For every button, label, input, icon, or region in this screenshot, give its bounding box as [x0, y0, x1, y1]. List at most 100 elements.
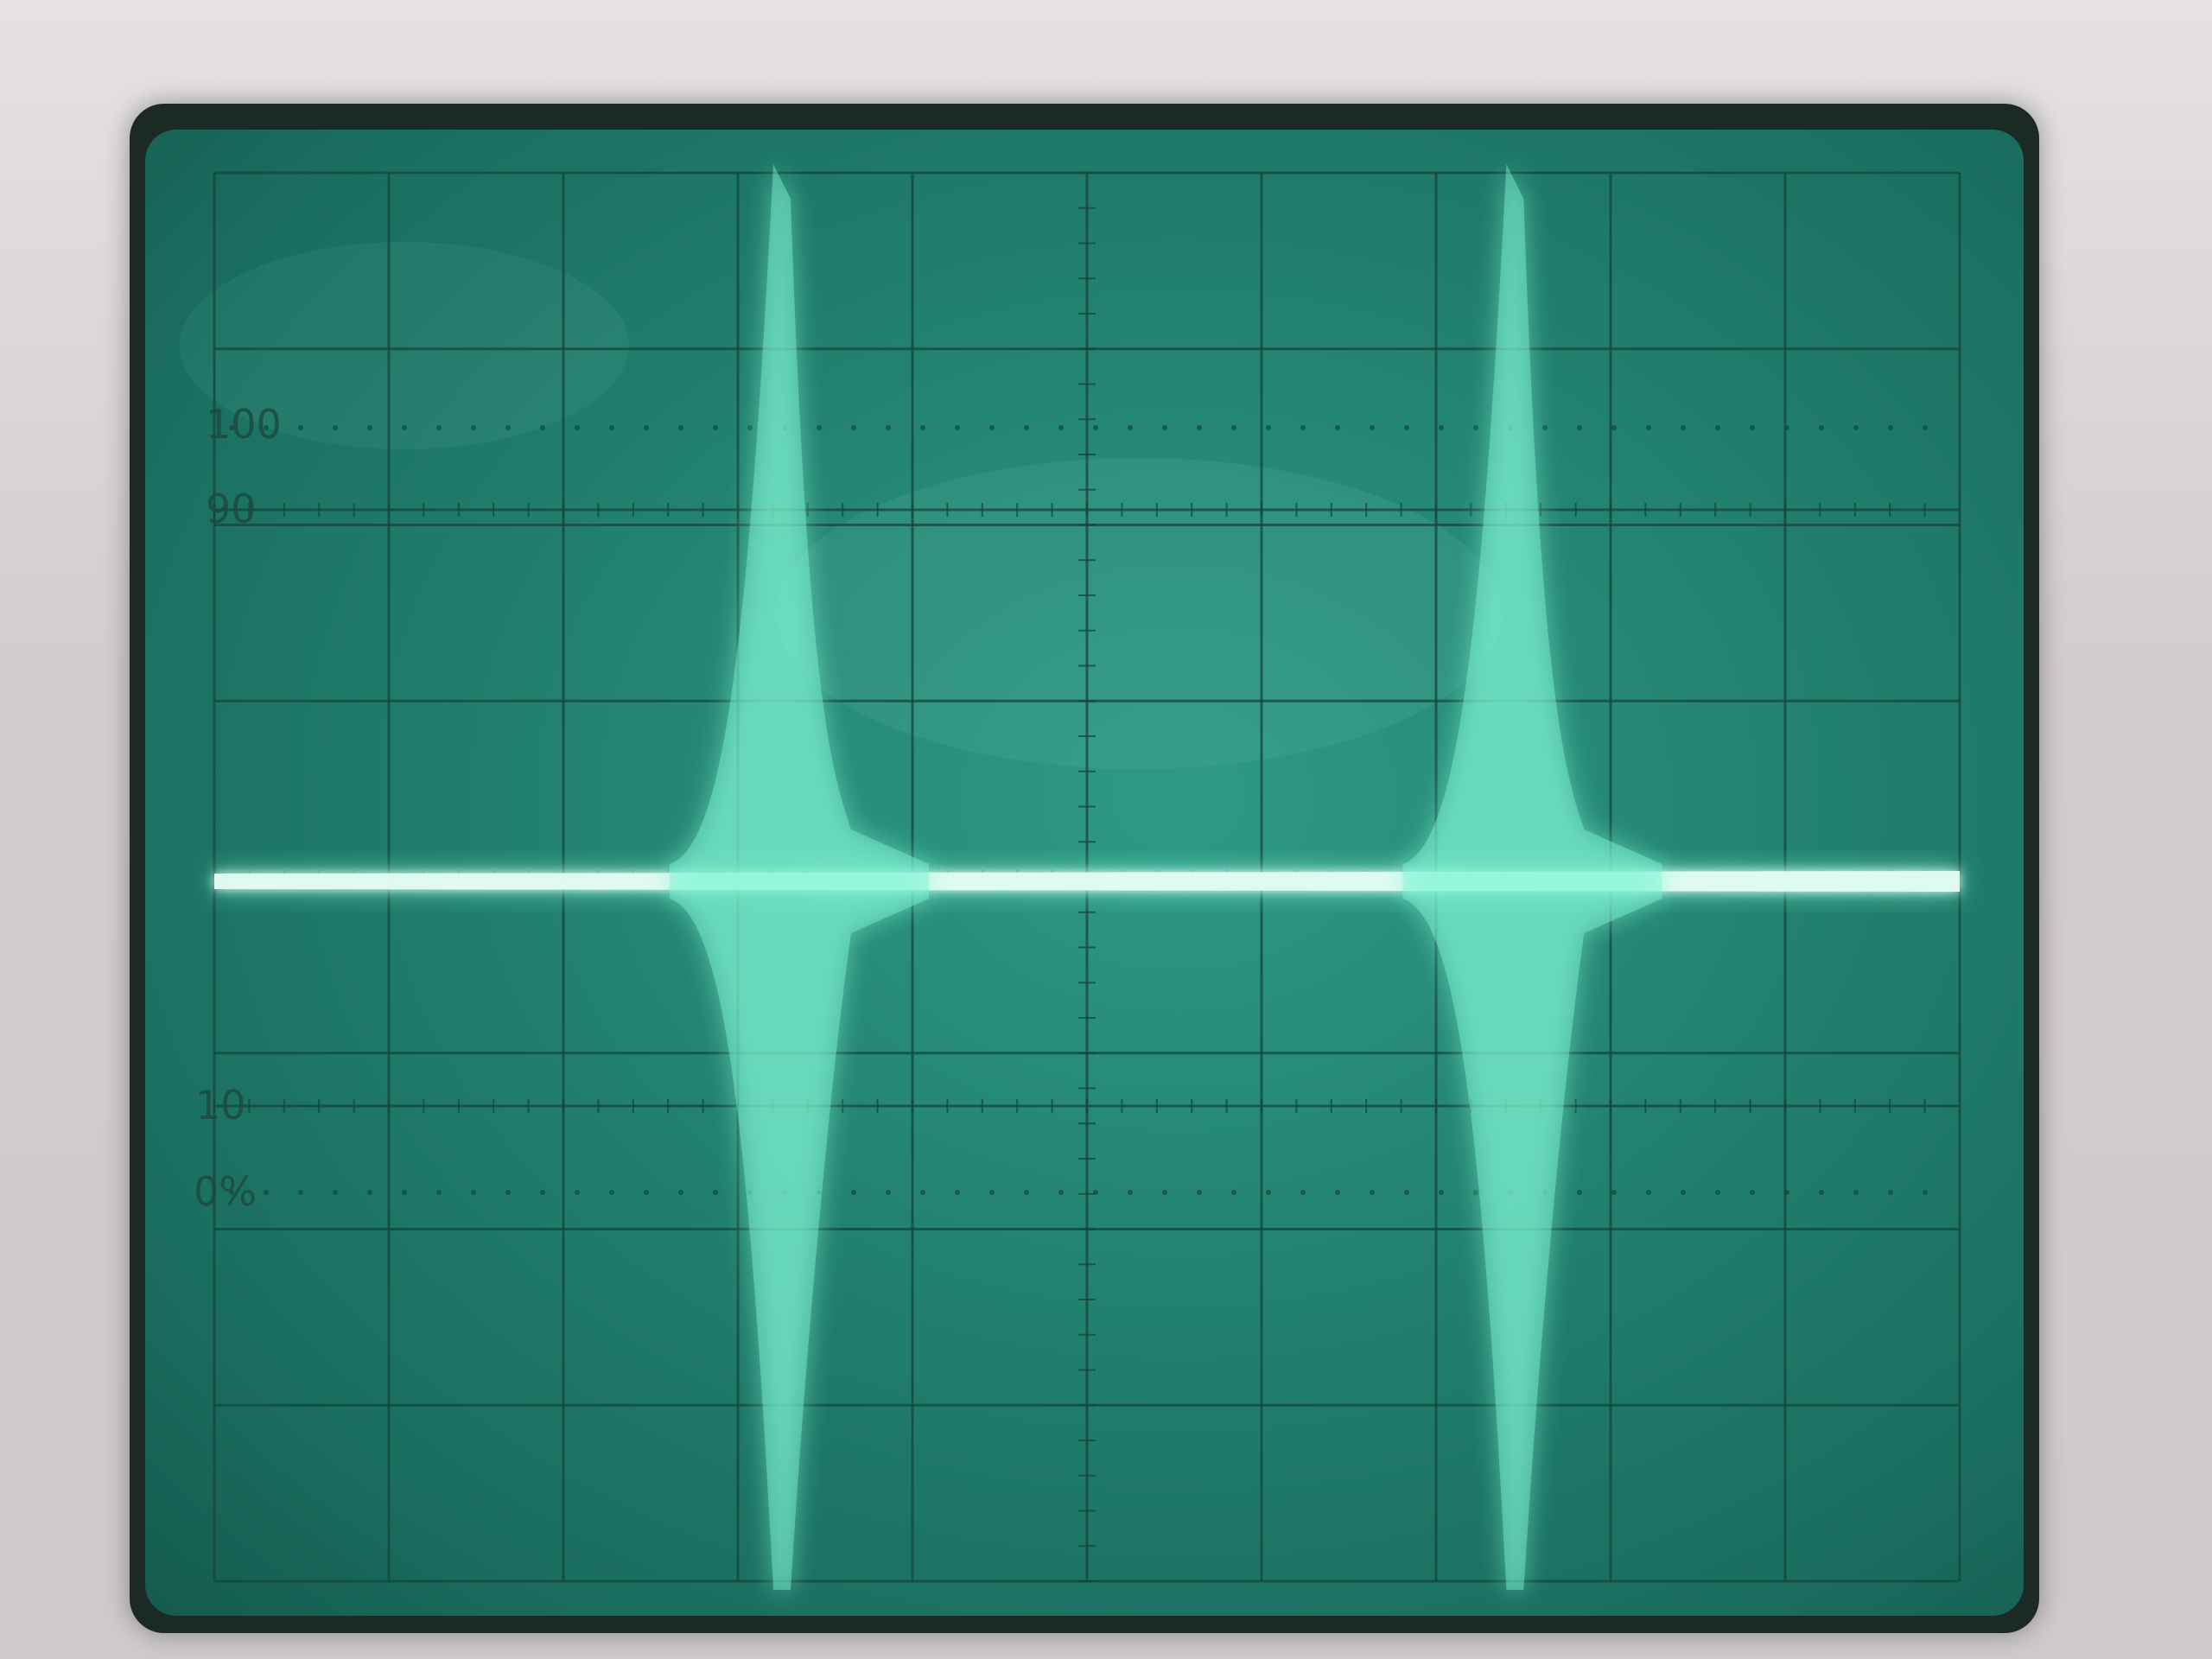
dotted-marker: [1715, 425, 1720, 430]
dotted-marker: [1058, 425, 1064, 430]
dotted-marker: [1335, 1190, 1340, 1195]
dotted-marker: [1128, 425, 1133, 430]
dotted-marker: [333, 425, 338, 430]
label-100: 100: [206, 401, 282, 448]
dotted-marker: [1819, 425, 1824, 430]
dotted-marker: [540, 1190, 545, 1195]
dotted-marker: [747, 425, 753, 430]
dotted-marker: [713, 1190, 718, 1195]
dotted-marker: [713, 425, 718, 430]
glass-reflection: [776, 458, 1502, 769]
dotted-marker: [1197, 425, 1202, 430]
label-90: 90: [206, 486, 257, 532]
dotted-marker: [298, 1190, 303, 1195]
dotted-marker: [989, 425, 995, 430]
dotted-marker: [1058, 1190, 1064, 1195]
dotted-marker: [1611, 425, 1617, 430]
dotted-marker: [920, 1190, 925, 1195]
dotted-marker: [1231, 425, 1236, 430]
dotted-marker: [1197, 1190, 1202, 1195]
dotted-marker: [367, 425, 372, 430]
dotted-marker: [1335, 425, 1340, 430]
dotted-marker: [989, 1190, 995, 1195]
dotted-marker: [1370, 425, 1375, 430]
dotted-marker: [644, 1190, 649, 1195]
dotted-marker: [540, 425, 545, 430]
dotted-marker: [1819, 1190, 1824, 1195]
dotted-marker: [955, 425, 960, 430]
dotted-marker: [1577, 1190, 1582, 1195]
oscilloscope-display: 100 90 10 0%: [180, 164, 1961, 1590]
dotted-marker: [1404, 425, 1409, 430]
label-0-percent: 0%: [194, 1168, 257, 1215]
glass-reflection: [180, 242, 629, 449]
dotted-marker: [1646, 425, 1651, 430]
dotted-marker: [1024, 425, 1029, 430]
dotted-marker: [1162, 425, 1167, 430]
dotted-marker: [1923, 425, 1928, 430]
dotted-marker: [471, 425, 476, 430]
dotted-marker: [1266, 425, 1271, 430]
dotted-marker: [1784, 425, 1789, 430]
dotted-marker: [678, 425, 683, 430]
dotted-marker: [1266, 1190, 1271, 1195]
dotted-marker: [886, 1190, 891, 1195]
dotted-marker: [1300, 1190, 1306, 1195]
dotted-marker: [955, 1190, 960, 1195]
dotted-marker: [1542, 425, 1548, 430]
dotted-marker: [1231, 1190, 1236, 1195]
dotted-marker: [1646, 1190, 1651, 1195]
dotted-marker: [1473, 1190, 1478, 1195]
dotted-marker: [1162, 1190, 1167, 1195]
dotted-marker: [471, 1190, 476, 1195]
dotted-marker: [229, 1190, 234, 1195]
dotted-marker: [1853, 425, 1859, 430]
dotted-marker: [609, 1190, 614, 1195]
dotted-marker: [1611, 1190, 1617, 1195]
dotted-marker: [436, 1190, 442, 1195]
dotted-marker: [333, 1190, 338, 1195]
dotted-marker: [1681, 1190, 1686, 1195]
dotted-marker: [1888, 425, 1893, 430]
dotted-marker: [367, 1190, 372, 1195]
dotted-marker: [1024, 1190, 1029, 1195]
label-10: 10: [195, 1082, 246, 1128]
dotted-marker: [1923, 1190, 1928, 1195]
dotted-marker: [1128, 1190, 1133, 1195]
dotted-marker: [1439, 425, 1444, 430]
dotted-marker: [609, 425, 614, 430]
dotted-marker: [575, 1190, 580, 1195]
dotted-marker: [851, 1190, 856, 1195]
dotted-marker: [886, 425, 891, 430]
crt-screen: 100 90 10 0%: [145, 130, 2024, 1616]
dotted-marker: [264, 425, 269, 430]
dotted-marker: [1404, 1190, 1409, 1195]
dotted-marker: [1888, 1190, 1893, 1195]
dotted-marker: [229, 425, 234, 430]
dotted-marker: [1577, 425, 1582, 430]
dotted-marker: [1093, 425, 1098, 430]
dotted-marker: [436, 425, 442, 430]
dotted-marker: [402, 425, 407, 430]
dotted-marker: [920, 425, 925, 430]
dotted-marker: [505, 1190, 511, 1195]
dotted-marker: [817, 425, 822, 430]
dotted-marker: [1300, 425, 1306, 430]
dotted-marker: [644, 425, 649, 430]
baseline-band: [214, 871, 1960, 892]
dotted-marker: [298, 425, 303, 430]
dotted-marker: [575, 425, 580, 430]
dotted-marker: [402, 1190, 407, 1195]
dotted-marker: [1093, 1190, 1098, 1195]
dotted-marker: [505, 425, 511, 430]
dotted-marker: [851, 425, 856, 430]
dotted-marker: [1853, 1190, 1859, 1195]
dotted-marker: [678, 1190, 683, 1195]
dotted-marker: [1784, 1190, 1789, 1195]
signal-trace: [213, 164, 1960, 1590]
dotted-marker: [1370, 1190, 1375, 1195]
dotted-marker: [1715, 1190, 1720, 1195]
dotted-marker: [1750, 425, 1755, 430]
dotted-marker: [1439, 1190, 1444, 1195]
